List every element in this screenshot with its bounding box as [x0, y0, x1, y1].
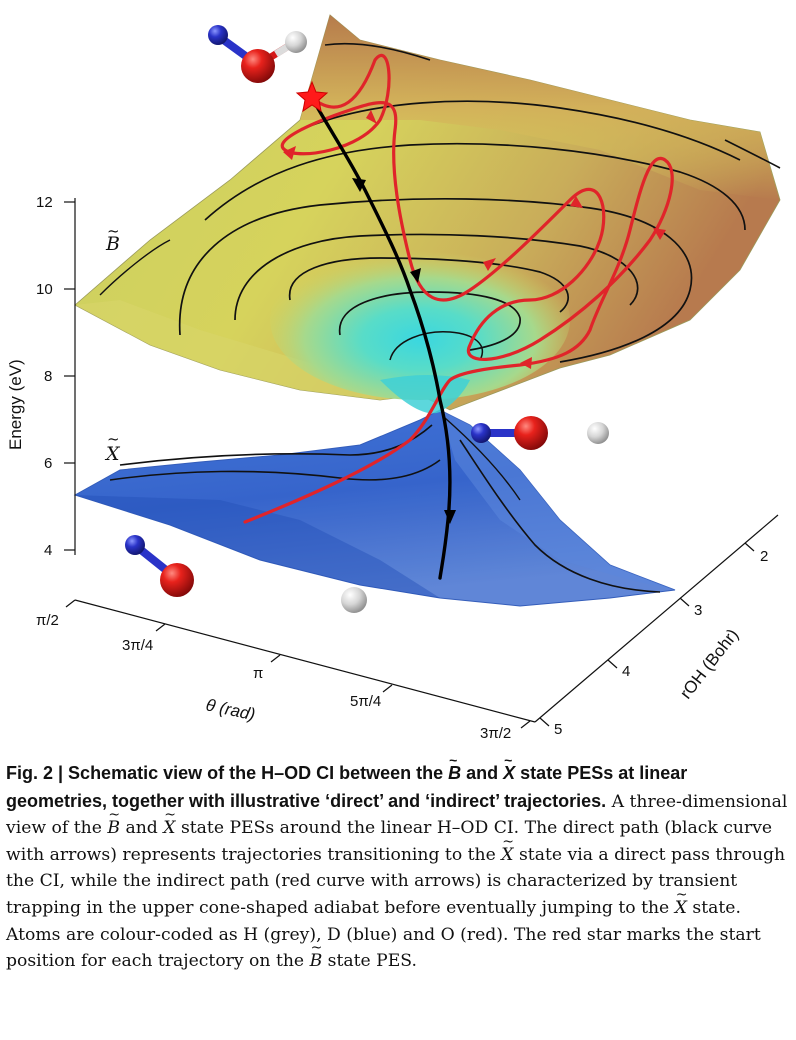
theta-tick: 5π/4	[350, 693, 381, 710]
atom-h-icon	[285, 31, 307, 53]
energy-tick: 8	[44, 368, 52, 385]
atom-o-icon	[514, 416, 548, 450]
molecule-linear-hod	[471, 416, 609, 450]
theta-axis: π/2 3π/4 π 5π/4 3π/2 θ (rad)	[36, 599, 536, 742]
svg-text:~: ~	[107, 222, 120, 240]
b-state-surface	[74, 14, 781, 414]
caption-title: Fig. 2 | Schematic view of the H–OD CI b…	[6, 747, 687, 810]
energy-tick: 12	[36, 194, 53, 211]
atom-o-icon	[241, 49, 275, 83]
atom-h-icon	[341, 587, 367, 613]
state-label-x: X ~	[104, 430, 121, 465]
roh-tick: 2	[760, 548, 768, 565]
energy-axis: 12 10 8 6 4 Energy (eV)	[6, 194, 76, 559]
energy-tick: 10	[36, 281, 53, 298]
svg-text:X: X	[104, 443, 121, 465]
atom-d-icon	[208, 25, 228, 45]
svg-text:~: ~	[107, 430, 120, 448]
theta-tick: 3π/2	[480, 725, 511, 742]
state-label-b: B ~	[105, 222, 120, 255]
caption-body: A three-dimensional view of the B and X …	[6, 792, 787, 972]
atom-d-icon	[125, 535, 145, 555]
figure-caption: Fig. 2 | Schematic view of the H–OD CI b…	[6, 747, 792, 975]
atom-d-icon	[471, 423, 491, 443]
energy-tick: 6	[44, 455, 52, 472]
molecule-bent-hod	[208, 25, 307, 83]
roh-tick: 3	[694, 602, 702, 619]
energy-tick: 4	[44, 542, 52, 559]
theta-tick: 3π/4	[122, 637, 153, 654]
atom-h-icon	[587, 422, 609, 444]
molecule-od-plus-h	[125, 535, 367, 613]
start-star-icon	[295, 80, 329, 113]
svg-text:B: B	[105, 233, 120, 255]
theta-tick: π	[253, 665, 263, 682]
indirect-trajectory	[243, 53, 674, 524]
pes-figure: 12 10 8 6 4 Energy (eV) π/2 3π/4 π 5π/4 …	[6, 14, 781, 742]
roh-axis-label: rOH (Bohr)	[676, 625, 742, 702]
indirect-arrow-heads	[283, 110, 666, 369]
theta-tick: π/2	[36, 612, 59, 629]
roh-tick: 5	[554, 721, 562, 738]
roh-tick: 4	[622, 663, 630, 680]
atom-o-icon	[160, 563, 194, 597]
theta-axis-label: θ (rad)	[204, 695, 257, 724]
energy-axis-label: Energy (eV)	[6, 359, 25, 450]
x-state-surface	[73, 409, 676, 607]
direct-trajectory	[310, 96, 456, 580]
